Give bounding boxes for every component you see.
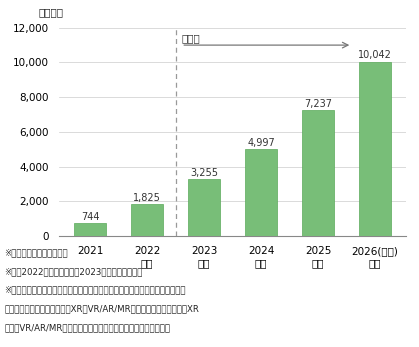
Bar (189, 179, 220, 236)
Text: ※２　2022年度は見込値、2023年度以降は予測値: ※２ 2022年度は見込値、2023年度以降は予測値 (4, 267, 142, 276)
Text: （VR/AR/MR）機器のみ、販売価格ベースで算出している。: （VR/AR/MR）機器のみ、販売価格ベースで算出している。 (4, 323, 170, 332)
Text: 予測値: 予測値 (181, 33, 200, 43)
Text: （億円）: （億円） (39, 7, 64, 17)
Text: 4,997: 4,997 (247, 138, 275, 148)
Text: 7,237: 7,237 (304, 99, 332, 109)
Text: ※１　事業者売上高ベース: ※１ 事業者売上高ベース (4, 248, 68, 257)
Bar (359, 62, 391, 236)
Bar (303, 110, 334, 236)
Text: ※３　市場規模はメタバースプラットフォーム、プラットフォーム以外（コン: ※３ 市場規模はメタバースプラットフォーム、プラットフォーム以外（コン (4, 286, 186, 295)
Text: 1,825: 1,825 (133, 193, 161, 203)
Text: テンツ、インフラ等）、XR（VR/AR/MR）機器の合算値。なお、XR: テンツ、インフラ等）、XR（VR/AR/MR）機器の合算値。なお、XR (4, 304, 199, 313)
Text: 3,255: 3,255 (190, 168, 218, 178)
Text: 744: 744 (81, 212, 99, 222)
Bar (75, 223, 106, 236)
Bar (246, 149, 277, 236)
Bar (132, 204, 163, 236)
Text: 10,042: 10,042 (358, 50, 392, 60)
